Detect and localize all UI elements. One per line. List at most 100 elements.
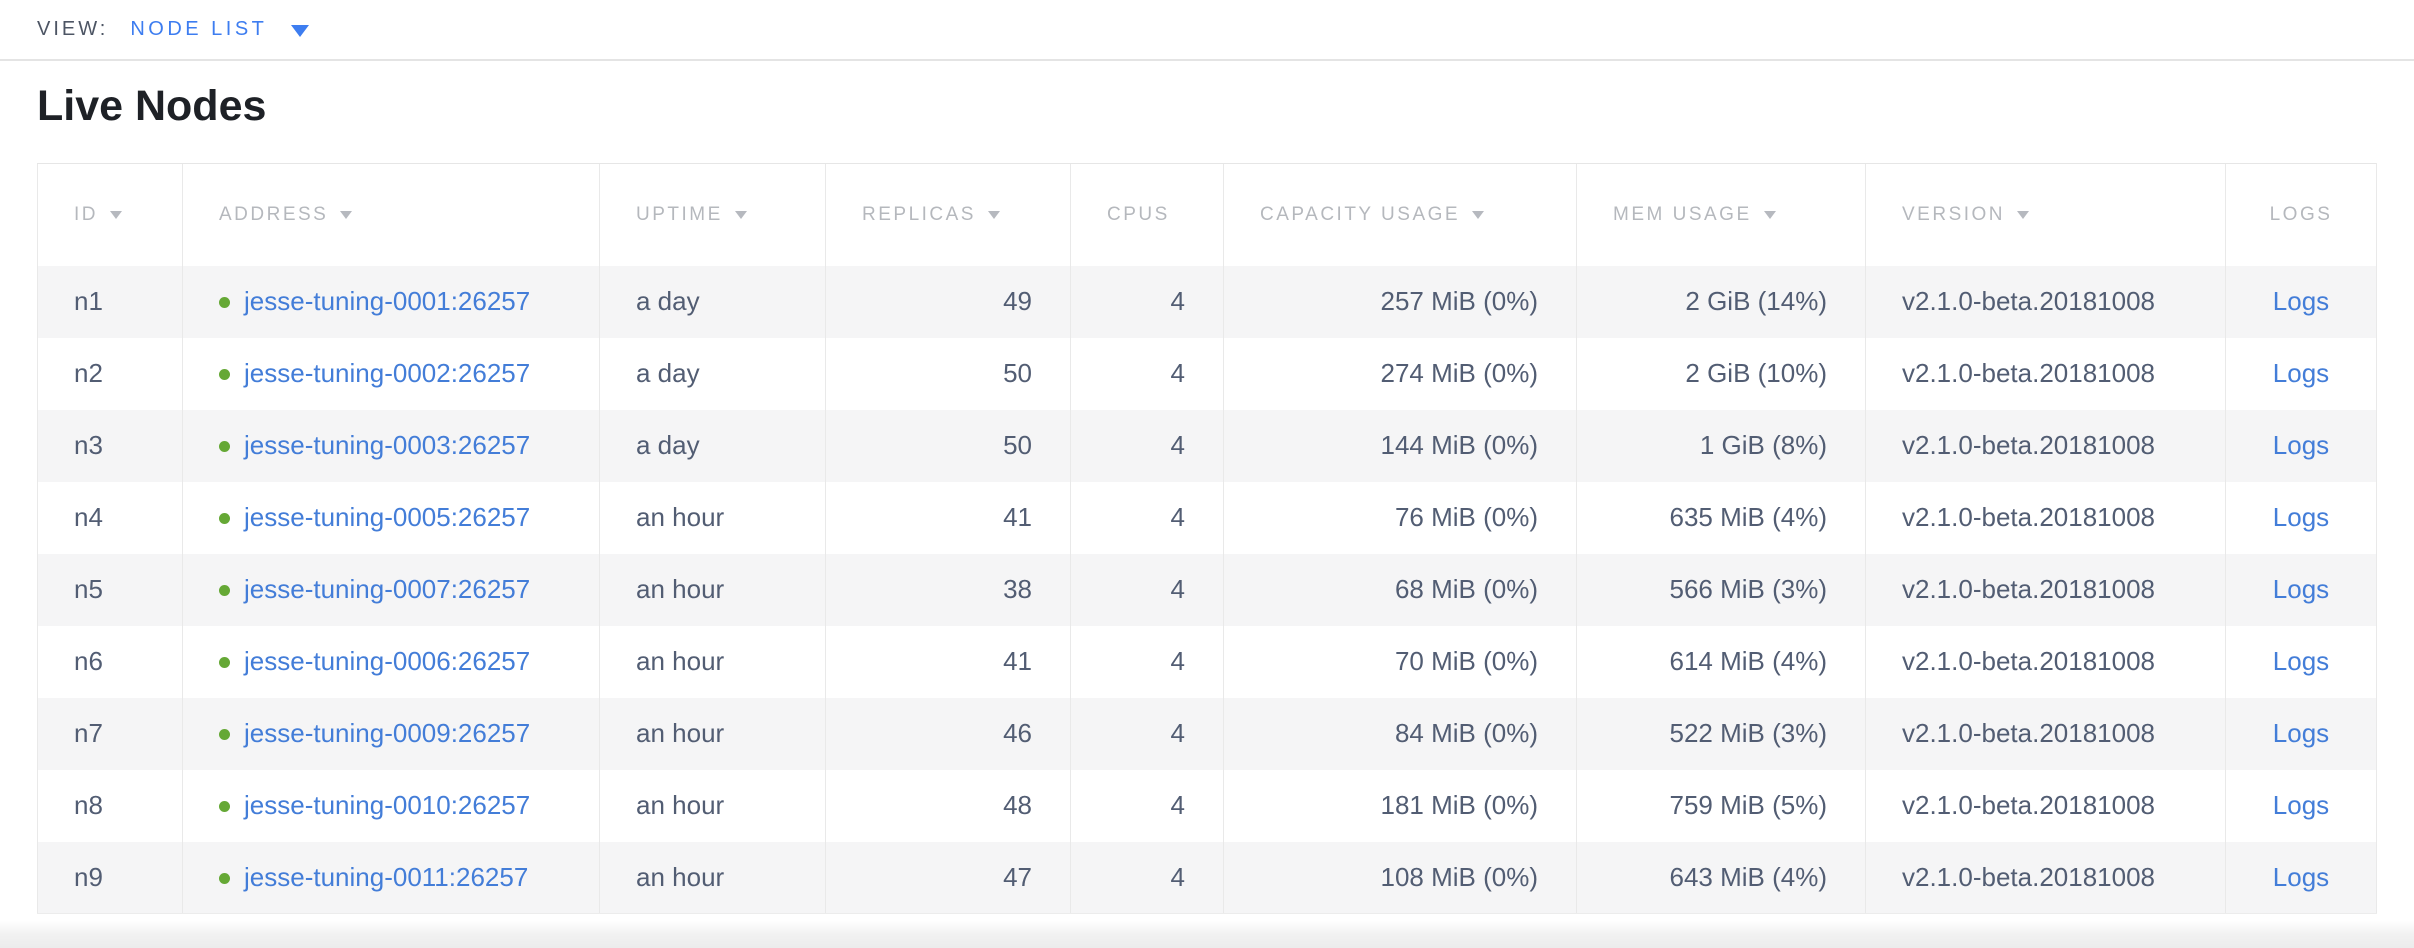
cell-logs: Logs [2225,265,2377,338]
cell-uptime: an hour [599,553,826,626]
table-row: n7 jesse-tuning-0009:26257 an hour 46 4 … [37,697,2377,770]
cell-logs: Logs [2225,841,2377,914]
cell-id: n2 [37,337,183,410]
cell-capacity-usage: 84 MiB (0%) [1223,697,1577,770]
logs-link[interactable]: Logs [2272,286,2330,316]
column-label: UPTIME [636,203,723,225]
address-link[interactable]: jesse-tuning-0001:26257 [244,286,531,316]
cell-id: n1 [37,265,183,338]
cell-logs: Logs [2225,553,2377,626]
sort-desc-icon [734,210,747,219]
cell-version: v2.1.0-beta.20181008 [1865,481,2226,554]
logs-link[interactable]: Logs [2272,430,2330,460]
address-link[interactable]: jesse-tuning-0007:26257 [244,574,531,604]
cell-cpus: 4 [1070,553,1224,626]
logs-link[interactable]: Logs [2272,574,2330,604]
address-link[interactable]: jesse-tuning-0003:26257 [244,430,531,460]
node-healthy-status-icon [219,441,230,452]
node-healthy-status-icon [219,513,230,524]
cell-capacity-usage: 257 MiB (0%) [1223,265,1577,338]
cell-address: jesse-tuning-0005:26257 [182,481,600,554]
cell-uptime: a day [599,265,826,338]
cell-logs: Logs [2225,769,2377,842]
cell-id: n6 [37,625,183,698]
cell-replicas: 41 [825,481,1071,554]
cell-uptime: an hour [599,481,826,554]
cell-version: v2.1.0-beta.20181008 [1865,697,2226,770]
logs-link[interactable]: Logs [2272,502,2330,532]
cell-address: jesse-tuning-0006:26257 [182,625,600,698]
cell-version: v2.1.0-beta.20181008 [1865,265,2226,338]
column-header-cpus: CPUS [1070,163,1224,266]
cell-uptime: a day [599,409,826,482]
cell-id: n9 [37,841,183,914]
cell-address: jesse-tuning-0003:26257 [182,409,600,482]
table-row: n6 jesse-tuning-0006:26257 an hour 41 4 … [37,625,2377,698]
page-title: Live Nodes [37,82,267,130]
cell-id: n5 [37,553,183,626]
column-header-capacity_usage[interactable]: CAPACITY USAGE [1223,163,1577,266]
cell-capacity-usage: 70 MiB (0%) [1223,625,1577,698]
address-link[interactable]: jesse-tuning-0011:26257 [244,861,529,892]
node-healthy-status-icon [219,801,230,812]
column-header-uptime[interactable]: UPTIME [599,163,826,266]
column-header-id[interactable]: ID [37,163,183,266]
cell-version: v2.1.0-beta.20181008 [1865,409,2226,482]
cell-cpus: 4 [1070,841,1224,914]
address-link[interactable]: jesse-tuning-0002:26257 [244,358,531,388]
cell-logs: Logs [2225,625,2377,698]
table-row: n1 jesse-tuning-0001:26257 a day 49 4 25… [37,265,2377,338]
column-label: REPLICAS [862,203,976,225]
address-link[interactable]: jesse-tuning-0009:26257 [244,718,531,748]
cell-replicas: 49 [825,265,1071,338]
column-label: MEM USAGE [1613,203,1752,225]
cell-uptime: an hour [599,769,826,842]
cell-mem-usage: 635 MiB (4%) [1576,481,1866,554]
sort-desc-icon [340,210,353,219]
address-link[interactable]: jesse-tuning-0005:26257 [244,502,531,532]
logs-link[interactable]: Logs [2272,358,2330,388]
cell-version: v2.1.0-beta.20181008 [1865,625,2226,698]
column-label: ADDRESS [219,203,329,225]
cell-mem-usage: 522 MiB (3%) [1576,697,1866,770]
table-row: n4 jesse-tuning-0005:26257 an hour 41 4 … [37,481,2377,554]
cell-id: n8 [37,769,183,842]
cell-capacity-usage: 144 MiB (0%) [1223,409,1577,482]
table-body: n1 jesse-tuning-0001:26257 a day 49 4 25… [37,265,2377,914]
cell-address: jesse-tuning-0002:26257 [182,337,600,410]
view-dropdown[interactable]: NODE LIST [130,18,310,41]
node-healthy-status-icon [219,729,230,740]
cell-replicas: 47 [825,841,1071,914]
cell-mem-usage: 759 MiB (5%) [1576,769,1866,842]
header-row: ID ADDRESS UPTIME REPLICAS CPUS CAPACITY… [37,163,2377,266]
cell-address: jesse-tuning-0011:26257 [182,841,600,914]
logs-link[interactable]: Logs [2272,790,2330,820]
table-row: n5 jesse-tuning-0007:26257 an hour 38 4 … [37,553,2377,626]
cell-replicas: 46 [825,697,1071,770]
column-label: CPUS [1107,203,1170,225]
view-label: VIEW: [37,18,109,40]
cell-address: jesse-tuning-0001:26257 [182,265,600,338]
live-nodes-table: ID ADDRESS UPTIME REPLICAS CPUS CAPACITY… [37,163,2377,914]
column-header-version[interactable]: VERSION [1865,163,2226,266]
column-header-address[interactable]: ADDRESS [182,163,600,266]
logs-link[interactable]: Logs [2272,646,2330,676]
logs-link[interactable]: Logs [2272,718,2330,748]
next-section-shadow [0,921,2414,948]
cell-mem-usage: 566 MiB (3%) [1576,553,1866,626]
table-row: n3 jesse-tuning-0003:26257 a day 50 4 14… [37,409,2377,482]
view-bar: VIEW: NODE LIST [0,0,2414,61]
cell-cpus: 4 [1070,697,1224,770]
column-header-mem_usage[interactable]: MEM USAGE [1576,163,1866,266]
cell-mem-usage: 643 MiB (4%) [1576,841,1866,914]
table-row: n9 jesse-tuning-0011:26257 an hour 47 4 … [37,841,2377,914]
cell-address: jesse-tuning-0009:26257 [182,697,600,770]
logs-link[interactable]: Logs [2272,861,2330,892]
live-nodes-section: Live Nodes ID ADDRESS UPTIME REPLICAS CP… [0,81,2414,914]
cell-cpus: 4 [1070,409,1224,482]
column-header-replicas[interactable]: REPLICAS [825,163,1071,266]
address-link[interactable]: jesse-tuning-0006:26257 [244,646,531,676]
cell-version: v2.1.0-beta.20181008 [1865,553,2226,626]
node-healthy-status-icon [219,297,230,308]
address-link[interactable]: jesse-tuning-0010:26257 [244,790,531,820]
